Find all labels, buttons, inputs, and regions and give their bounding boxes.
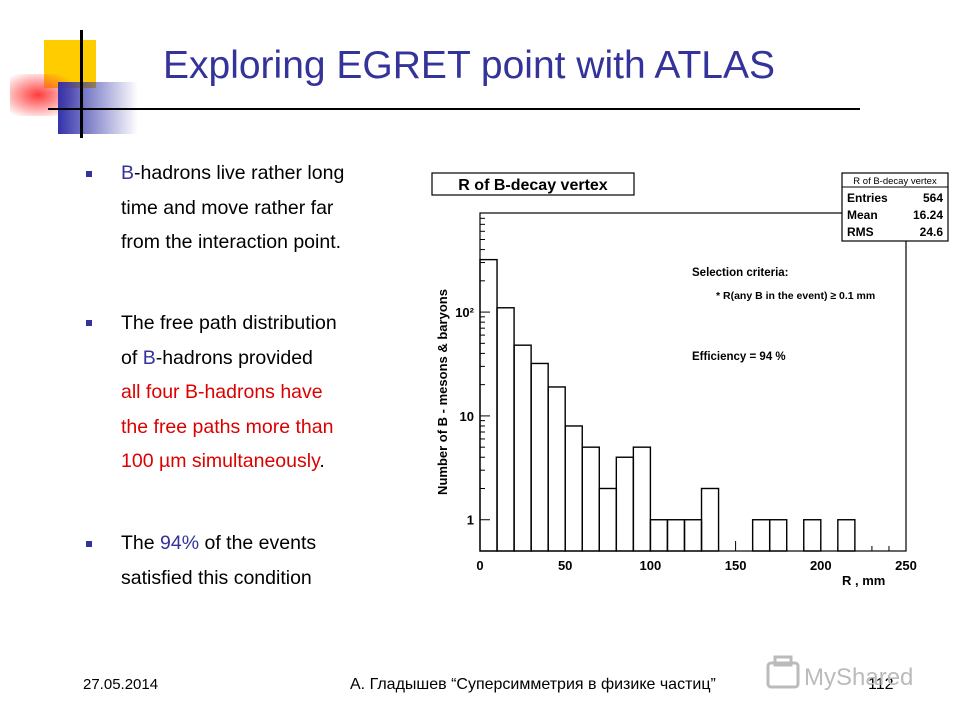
histogram-bin	[837, 519, 856, 552]
bullet-segment: 94%	[160, 532, 200, 554]
histogram-bin	[564, 425, 583, 552]
histogram-bin	[768, 519, 788, 552]
histogram-bin	[632, 446, 652, 552]
y-tick-label: 10	[460, 409, 474, 424]
stats-label: Mean	[847, 208, 878, 222]
bullet-segment: of	[121, 346, 143, 369]
histogram-bin	[683, 519, 703, 552]
plot-frame	[479, 212, 907, 552]
slide-logo-decoration	[10, 30, 148, 138]
histogram-bin	[530, 362, 549, 552]
bullet-line: B-hadrons live rather long	[121, 156, 411, 191]
bullet-segment: .	[319, 450, 325, 472]
bullet-segment: The free path distribution	[121, 312, 337, 334]
histogram-bin	[479, 258, 498, 552]
stats-label: Entries	[847, 191, 888, 205]
watermark-text: MyShared	[804, 664, 913, 691]
chart-annotation: * R(any B in the event) ≥ 0.1 mm	[716, 290, 875, 302]
histogram-bin	[598, 487, 618, 552]
x-tick-label: 50	[558, 558, 572, 573]
bullet-line: 100 µm simultaneously.	[121, 444, 411, 479]
bullet-segment: -hadrons provided	[155, 346, 313, 369]
x-tick-label: 250	[895, 558, 917, 573]
histogram-bin	[751, 519, 771, 552]
stats-value: 564	[923, 191, 943, 205]
bullet-line: The free path distribution	[121, 306, 411, 341]
bullet-line: satisfied this condition	[121, 561, 411, 596]
bullet-segment: B	[142, 346, 156, 369]
x-tick-label: 200	[810, 558, 832, 573]
x-tick-label: 0	[476, 558, 483, 573]
histogram-chart: 0 50 100 150 200 250 1 10 10² R of B-decay vertex…	[431, 172, 949, 588]
y-tick-label: 10²	[455, 305, 474, 320]
bullet-segment: time and move rather far	[121, 196, 334, 219]
footer-author: А. Гладышев “Суперсимметрия в физике час…	[350, 676, 716, 693]
bullet-marker	[86, 171, 92, 177]
bullet-segment: from the interaction point.	[121, 231, 342, 253]
bullet-text: The free path distribution of B-hadrons p…	[121, 306, 411, 479]
bullet-line: all four B-hadrons have	[121, 375, 411, 410]
x-tick-label: 100	[640, 558, 662, 573]
bullet-line: from the interaction point.	[121, 225, 411, 260]
bullet-text: B-hadrons live rather long time and move …	[121, 156, 411, 260]
bullet-segment: the free paths more than	[121, 415, 334, 438]
x-tick-label: 150	[725, 558, 747, 573]
bullet-segment: The	[121, 532, 161, 554]
histogram-bin	[513, 344, 532, 552]
bullet-line: The 94% of the events	[121, 526, 411, 561]
histogram-bin	[547, 386, 566, 552]
bullet-line: of B-hadrons provided	[121, 341, 411, 376]
y-axis-label: Number of B - mesons & baryons	[435, 289, 450, 495]
title-divider	[48, 108, 860, 110]
bullet-line: time and move rather far	[121, 191, 411, 226]
bullet-text: The 94% of the events satisfied this cond…	[121, 526, 411, 595]
x-axis-label: R , mm	[842, 573, 885, 588]
y-tick-label: 1	[467, 513, 474, 528]
histogram-bin	[803, 519, 822, 552]
stats-box	[841, 172, 949, 242]
chart-annotation: Efficiency = 94 %	[692, 351, 786, 363]
bullet-marker	[86, 541, 92, 547]
bullet-segment: of the events	[199, 532, 317, 554]
histogram-bin	[649, 519, 669, 552]
histogram-bin	[581, 446, 600, 552]
histogram-bin	[666, 519, 686, 552]
watermark-logo: MyShared	[766, 655, 913, 691]
bullet-segment: 100 µm simultaneously	[121, 450, 320, 472]
histogram-bin	[496, 307, 515, 552]
chart-annotation: Selection criteria:	[692, 267, 789, 279]
bullet-segment: -hadrons live rather long	[134, 162, 345, 184]
bullet-segment: satisfied this condition	[121, 566, 312, 589]
bullet-marker	[86, 320, 92, 326]
histogram-bin	[700, 487, 720, 552]
bullet-segment: all four B-hadrons have	[121, 381, 323, 403]
slide-title: Exploring EGRET point with ATLAS	[163, 44, 776, 87]
histogram-bin	[615, 456, 635, 552]
footer-date: 27.05.2014	[83, 676, 159, 693]
stats-value: 16.24	[913, 208, 943, 222]
chart-title: R of B-decay vertex	[458, 177, 607, 194]
page-number: 112	[868, 676, 894, 693]
bullet-segment: B	[121, 162, 135, 184]
stats-title: R of B-decay vertex	[853, 176, 937, 187]
stats-label: RMS	[847, 225, 874, 239]
stats-value: 24.6	[920, 225, 944, 239]
chart-title-box	[431, 172, 635, 196]
bullet-line: the free paths more than	[121, 410, 411, 445]
